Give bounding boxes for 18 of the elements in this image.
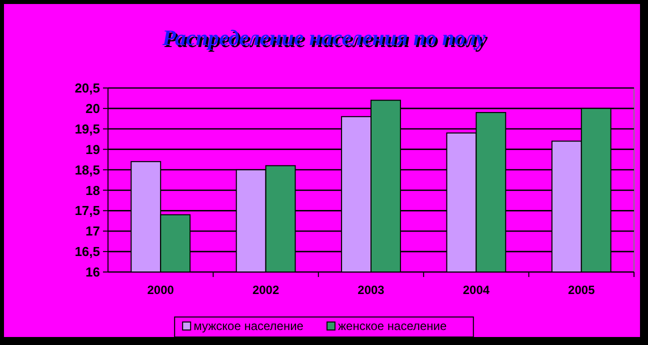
y-tick-label: 17 xyxy=(86,224,100,239)
chart-title: Распределение населения по полу xyxy=(163,27,488,52)
y-tick-label: 20 xyxy=(86,100,100,116)
legend-label: женское население xyxy=(338,319,447,333)
x-tick-label: 2003 xyxy=(358,283,385,297)
x-tick-label: 2004 xyxy=(462,283,490,297)
y-tick-label: 19 xyxy=(86,142,100,157)
y-tick-label: 16 xyxy=(86,264,100,280)
y-tick-label: 20,5 xyxy=(74,80,100,96)
y-tick-label: 16,5 xyxy=(74,244,100,260)
legend-label: мужское население xyxy=(194,319,304,333)
x-tick-label: 2005 xyxy=(568,283,596,297)
x-tick-label: 2000 xyxy=(147,283,174,297)
y-tick-label: 18 xyxy=(86,182,100,198)
x-tick-label: 2002 xyxy=(252,283,280,297)
y-tick-label: 19,5 xyxy=(74,121,100,136)
y-tick-label: 18,5 xyxy=(74,162,100,178)
y-tick-label: 17,5 xyxy=(74,203,100,218)
